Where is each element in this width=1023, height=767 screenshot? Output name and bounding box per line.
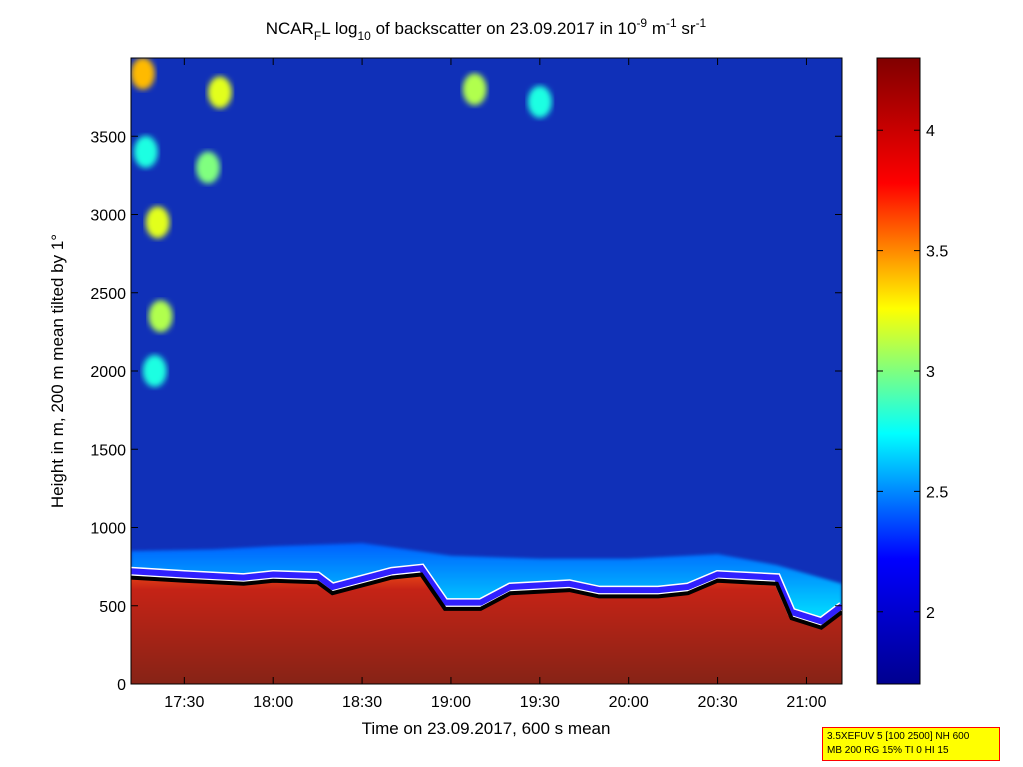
boundary-layers — [131, 543, 842, 684]
colorbar: 2 2.5 3 3.5 4 — [876, 57, 948, 685]
colorbar-tick-label: 3.5 — [926, 244, 948, 261]
x-tick-label: 18:00 — [253, 694, 293, 711]
cloud-patch — [133, 135, 158, 168]
y-tick-label: 500 — [99, 599, 126, 616]
settings-info-box: 3.5XEFUV 5 [100 2500] NH 600 MB 200 RG 1… — [822, 727, 1000, 761]
cloud-patch — [142, 355, 167, 387]
colorbar-tick-label: 4 — [926, 123, 935, 140]
y-tick-label: 3500 — [90, 129, 126, 146]
x-tick-label: 21:00 — [786, 694, 826, 711]
colorbar-tick-label: 3 — [926, 364, 935, 381]
x-tick-label: 19:30 — [520, 694, 560, 711]
cloud-patch — [196, 151, 221, 184]
cloud-layer — [131, 58, 552, 387]
x-tick-label: 20:00 — [609, 694, 649, 711]
cloud-patch — [145, 206, 170, 239]
y-tick-label: 2000 — [90, 364, 126, 381]
x-tick-label: 17:30 — [164, 694, 204, 711]
colorbar-ticks: 2 2.5 3 3.5 4 — [877, 123, 948, 622]
cloud-patch — [527, 85, 552, 118]
x-tick-label: 20:30 — [698, 694, 738, 711]
y-tick-label: 1500 — [90, 442, 126, 459]
info-line-2: MB 200 RG 15% TI 0 HI 15 — [827, 745, 949, 756]
cloud-patch — [148, 300, 173, 333]
boundary-layer-core — [131, 572, 842, 684]
mixing-height-markers — [131, 572, 842, 630]
colorbar-tick-label: 2 — [926, 605, 935, 622]
colorbar-tick-label: 2.5 — [926, 484, 948, 501]
cloud-patch — [131, 58, 155, 90]
y-axis-label: Height in m, 200 m mean tilted by 1° — [48, 234, 67, 508]
info-line-1: 3.5XEFUV 5 [100 2500] NH 600 — [827, 731, 970, 742]
cloud-patch — [207, 76, 232, 109]
y-tick-label: 2500 — [90, 286, 126, 303]
boundary-layer-top-line — [131, 565, 842, 625]
cloud-patch — [462, 73, 487, 106]
x-tick-label: 19:00 — [431, 694, 471, 711]
y-tick-label: 3000 — [90, 208, 126, 225]
x-axis: 17:30 18:00 18:30 19:00 19:30 20:00 20:30 21:00 — [164, 58, 827, 711]
x-tick-label: 18:30 — [342, 694, 382, 711]
colorbar-gradient — [877, 58, 920, 684]
y-tick-label: 0 — [117, 677, 126, 694]
chart-title: NCARFL log10 of backscatter on 23.09.201… — [266, 16, 707, 43]
plot-area — [131, 58, 842, 684]
x-axis-label: Time on 23.09.2017, 600 s mean — [362, 719, 611, 738]
y-tick-label: 1000 — [90, 521, 126, 538]
y-axis: 0 500 1000 1500 2000 2500 3000 3500 — [90, 129, 842, 694]
